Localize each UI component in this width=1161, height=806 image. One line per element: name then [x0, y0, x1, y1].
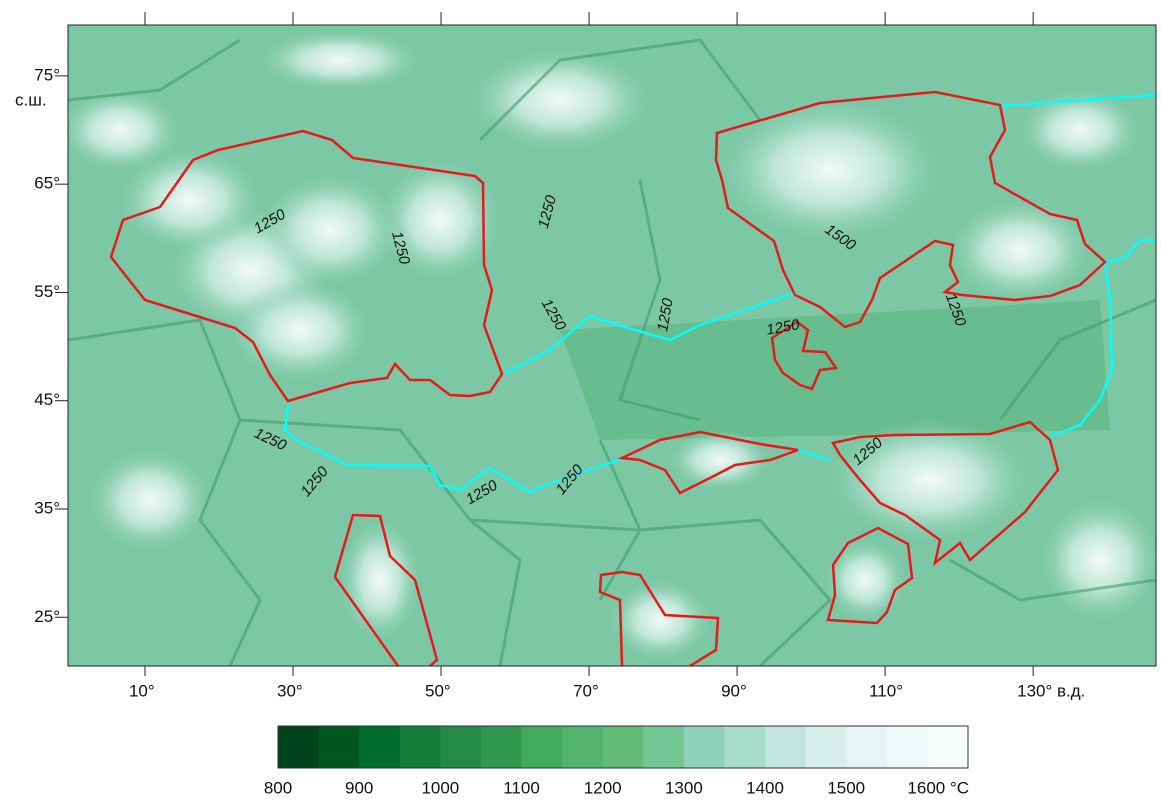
colorbar-tick-label: 1600 °C — [907, 778, 969, 797]
x-tick-label: 110° — [869, 681, 903, 700]
colorbar-bin — [440, 726, 481, 768]
colorbar-tick-label: 1500 — [827, 778, 865, 797]
colorbar-bin — [562, 726, 603, 768]
colorbar-tick-label: 900 — [345, 778, 373, 797]
y-tick-label: 25° — [34, 607, 60, 626]
colorbar-tick-label: 1300 — [665, 778, 703, 797]
colorbar-tick-label: 1400 — [746, 778, 784, 797]
colorbar-bin — [359, 726, 400, 768]
colorbar-bin — [887, 726, 928, 768]
x-tick-label: 130° в.д. — [1017, 681, 1085, 700]
y-tick-label: 55° — [34, 282, 60, 301]
colorbar-bin — [927, 726, 968, 768]
colorbar-bin — [481, 726, 522, 768]
colorbar-bin — [319, 726, 360, 768]
colorbar-bin — [400, 726, 441, 768]
map-figure: с.ш. 10° 30° 50° 70° 90° 110° 130° в.д. 25° 35° 4… — [0, 0, 1161, 801]
colorbar-tick-label: 1000 — [421, 778, 459, 797]
x-tick-label: 10° — [129, 681, 155, 700]
x-tick-label: 70° — [573, 681, 599, 700]
colorbar-bin — [603, 726, 644, 768]
colorbar-tick-label: 1100 — [503, 778, 540, 797]
colorbar-bin — [806, 726, 847, 768]
colorbar-bin — [846, 726, 887, 768]
colorbar-bin — [278, 726, 319, 768]
y-unit-label: с.ш. — [15, 90, 47, 109]
colorbar-tick-label: 800 — [264, 778, 292, 797]
y-tick-label: 35° — [34, 498, 60, 517]
colorbar-bin — [684, 726, 725, 768]
colorbar-bin — [765, 726, 806, 768]
colorbar-tick-label: 1200 — [584, 778, 622, 797]
x-tick-label: 90° — [721, 681, 747, 700]
colorbar-bin — [522, 726, 563, 768]
y-tick-label: 65° — [34, 174, 60, 193]
x-tick-label: 50° — [425, 681, 451, 700]
colorbar-bin — [724, 726, 765, 768]
field — [60, 25, 1160, 666]
y-tick-label: 75° — [34, 65, 60, 84]
y-tick-label: 45° — [34, 390, 60, 409]
x-tick-label: 30° — [277, 681, 303, 700]
colorbar-bin — [643, 726, 684, 768]
